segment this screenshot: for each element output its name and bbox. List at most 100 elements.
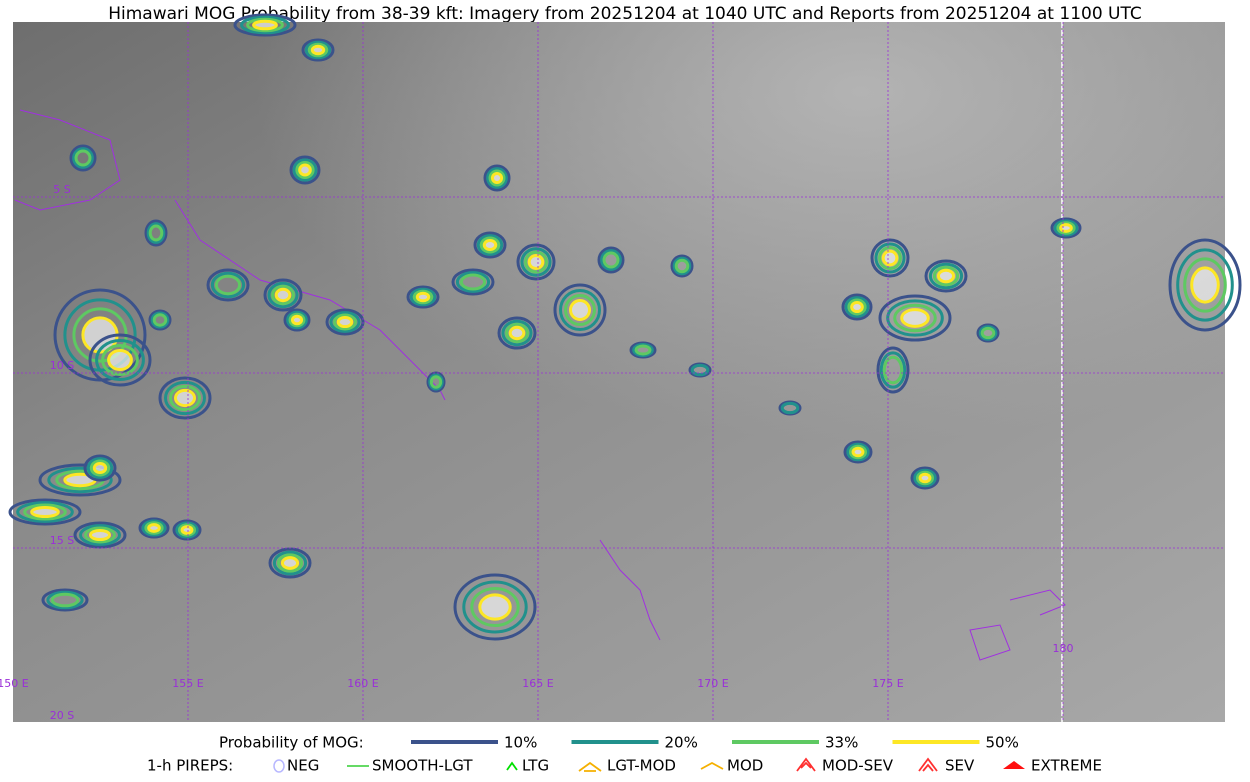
mog-contour	[30, 505, 60, 519]
mog-contour	[147, 523, 161, 533]
mog-contour	[553, 283, 607, 337]
mog-contour	[924, 259, 968, 293]
mog-contour	[910, 466, 940, 490]
mog-contour	[172, 519, 202, 541]
mog-contour	[150, 311, 170, 329]
mog-contour	[107, 349, 133, 371]
mog-contour	[629, 341, 657, 359]
legend-label: LGT-MOD	[607, 757, 676, 775]
mog-contour	[672, 256, 692, 276]
mog-contour	[569, 299, 591, 321]
mog-contour	[164, 380, 206, 416]
mog-contour	[516, 243, 556, 281]
mog-contour	[453, 573, 537, 641]
mog-contour	[848, 444, 868, 460]
mog-contour	[138, 517, 170, 539]
mog-contour	[288, 312, 306, 328]
mog-contour	[46, 590, 84, 610]
mog-contour	[426, 371, 446, 393]
mog-contour	[233, 13, 297, 37]
mog-contour	[564, 294, 596, 326]
mog-contour	[876, 346, 910, 394]
mog-contour	[455, 271, 491, 293]
mog-contour	[1050, 217, 1082, 239]
mog-contour	[602, 251, 620, 269]
mog-contour	[482, 238, 498, 252]
mog-contour	[23, 503, 67, 521]
legend-label: LTG	[522, 757, 549, 775]
mog-contour	[932, 265, 960, 287]
legend-label: 50%	[986, 734, 1019, 752]
mog-contour	[267, 281, 299, 309]
mog-contour	[95, 339, 145, 381]
mog-contour	[524, 250, 548, 274]
mog-contour	[74, 149, 92, 167]
mog-contour	[246, 17, 284, 33]
mog-contour	[177, 523, 197, 537]
legend-title: 1-h PIREPS:	[147, 757, 233, 775]
mog-contour	[41, 588, 89, 612]
mog-contour	[1059, 223, 1073, 233]
mog-contour	[1053, 219, 1079, 237]
mog-contour	[292, 158, 318, 182]
pirep-symbol	[918, 757, 938, 772]
mog-contour	[283, 308, 311, 332]
title: Himawari MOG Probability from 38-39 kft:…	[108, 4, 1142, 24]
mog-contour	[844, 296, 870, 318]
mog-contour	[976, 323, 1000, 343]
mog-contour	[850, 300, 864, 314]
mog-contour	[462, 580, 528, 634]
mog-contour	[206, 268, 250, 302]
mog-contour	[79, 524, 121, 546]
mog-contour	[879, 351, 907, 389]
mog-contour	[271, 284, 295, 306]
mog-contour	[295, 160, 315, 180]
mog-contour	[333, 313, 357, 331]
mog-contour	[158, 376, 212, 420]
lat-label: 20 S	[50, 709, 74, 722]
mog-contour	[101, 344, 139, 376]
mog-contour	[928, 262, 964, 290]
mog-contour	[307, 42, 329, 58]
mog-contour	[174, 388, 196, 408]
mog-contour	[289, 155, 321, 185]
mog-contour	[73, 521, 127, 549]
lat-label: 5 S	[53, 183, 70, 196]
mog-contour	[280, 556, 300, 570]
legend-label: EXTREME	[1031, 757, 1102, 775]
mog-contour	[1056, 221, 1076, 235]
mog-contour	[690, 363, 710, 377]
mog-contour	[268, 547, 312, 579]
mog-contour	[240, 15, 290, 35]
mog-contour	[214, 274, 242, 296]
mog-contour	[210, 271, 246, 299]
lon-label: 155 E	[172, 677, 203, 690]
pirep-symbol	[506, 761, 518, 771]
mog-contour	[559, 289, 601, 331]
contours	[8, 13, 1242, 641]
mog-contour	[483, 164, 511, 192]
mog-contour	[882, 355, 904, 385]
mog-contour	[89, 528, 111, 542]
legend-label: SMOOTH-LGT	[372, 757, 473, 775]
mog-contour	[263, 278, 303, 312]
mog-contour	[290, 314, 304, 326]
lon-label: 170 E	[697, 677, 728, 690]
mog-contour	[1176, 248, 1234, 322]
mog-contour	[286, 310, 308, 330]
mog-contour	[169, 384, 201, 412]
mog-contour	[47, 466, 113, 494]
mog-contour	[936, 268, 956, 284]
mog-contour	[144, 521, 164, 535]
mog-contour	[847, 298, 867, 316]
mog-contour	[86, 457, 114, 479]
mog-contour	[459, 273, 487, 291]
pirep-symbol	[1003, 761, 1025, 769]
mog-contour	[634, 344, 652, 356]
mog-contour	[175, 521, 199, 539]
legend-label: SEV	[945, 757, 975, 775]
mog-contour	[846, 442, 870, 462]
mog-contour	[851, 446, 865, 458]
legend-label: 33%	[825, 734, 858, 752]
